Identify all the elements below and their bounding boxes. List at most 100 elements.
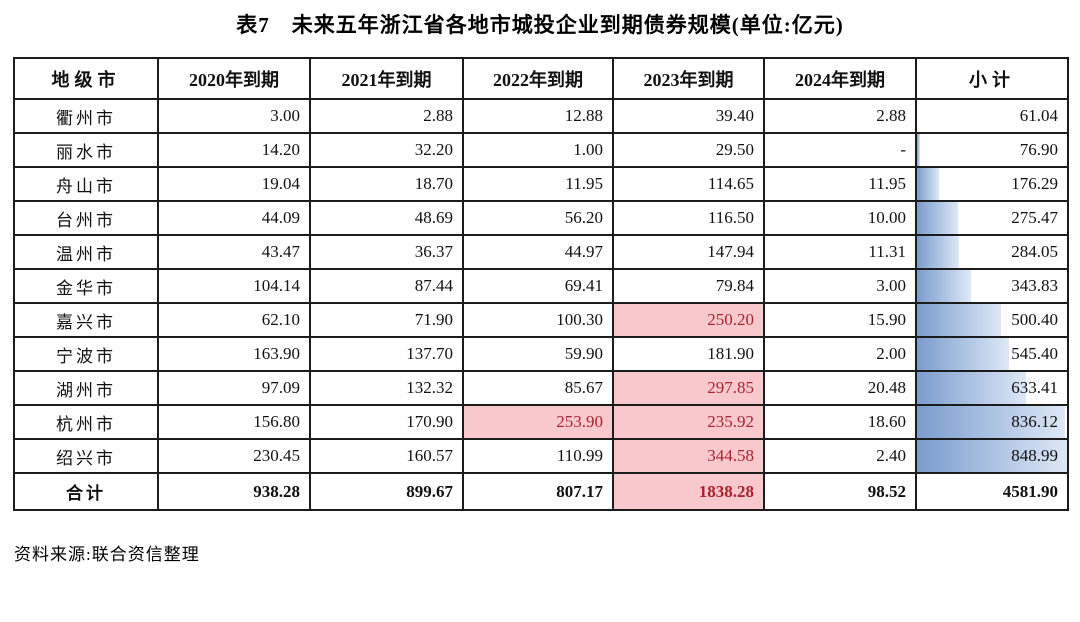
value-cell: 18.60 — [763, 404, 917, 440]
value-cell: 44.09 — [157, 200, 311, 236]
data-bar — [918, 237, 960, 267]
value-cell: 1838.28 — [612, 472, 765, 511]
column-header-0: 地级市 — [13, 57, 159, 100]
table-row: 杭州市 156.80 170.90 253.90 235.92 18.60 836.12 — [13, 404, 1069, 440]
value-cell: 116.50 — [612, 200, 765, 236]
column-header-2: 2021年到期 — [309, 57, 464, 100]
subtotal-value: 633.41 — [1011, 378, 1058, 397]
subtotal-value: 343.83 — [1011, 276, 1058, 295]
value-cell: - — [763, 132, 917, 168]
value-cell: 20.48 — [763, 370, 917, 406]
data-bar — [918, 203, 958, 233]
value-cell: 3.00 — [157, 98, 311, 134]
value-cell: 344.58 — [612, 438, 765, 474]
value-cell: 32.20 — [309, 132, 464, 168]
data-bar — [918, 135, 920, 165]
value-cell: 163.90 — [157, 336, 311, 372]
city-cell: 杭州市 — [13, 404, 159, 440]
value-cell: 104.14 — [157, 268, 311, 304]
value-cell: 59.90 — [462, 336, 614, 372]
value-cell: 12.88 — [462, 98, 614, 134]
table-row: 金华市 104.14 87.44 69.41 79.84 3.00 343.83 — [13, 268, 1069, 304]
city-cell: 合计 — [13, 472, 159, 511]
subtotal-cell: 61.04 — [915, 98, 1069, 134]
subtotal-cell: 76.90 — [915, 132, 1069, 168]
data-bar — [918, 407, 1065, 437]
value-cell: 62.10 — [157, 302, 311, 338]
value-cell: 181.90 — [612, 336, 765, 372]
total-row: 合计 938.28 899.67 807.17 1838.28 98.52 4581.90 — [13, 472, 1069, 511]
subtotal-value: 500.40 — [1011, 310, 1058, 329]
table-body: 衢州市 3.00 2.88 12.88 39.40 2.88 61.04 丽水市 14.20 32… — [13, 98, 1069, 511]
value-cell: 147.94 — [612, 234, 765, 270]
value-cell: 137.70 — [309, 336, 464, 372]
value-cell: 48.69 — [309, 200, 464, 236]
value-cell: 71.90 — [309, 302, 464, 338]
table-title: 表7 未来五年浙江省各地市城投企业到期债券规模(单位:亿元) — [236, 13, 844, 37]
value-cell: 85.67 — [462, 370, 614, 406]
city-cell: 绍兴市 — [13, 438, 159, 474]
value-cell: 29.50 — [612, 132, 765, 168]
column-header-5: 2024年到期 — [763, 57, 917, 100]
data-bar — [918, 441, 1066, 471]
subtotal-value: 275.47 — [1011, 208, 1058, 227]
subtotal-value: 61.04 — [1019, 106, 1058, 125]
value-cell: 807.17 — [462, 472, 614, 511]
value-cell: 253.90 — [462, 404, 614, 440]
subtotal-cell: 176.29 — [915, 166, 1069, 202]
column-header-4: 2023年到期 — [612, 57, 765, 100]
table-header-row: 地级市 2020年到期 2021年到期 2022年到期 2023年到期 2024年到期 小计 — [13, 57, 1069, 100]
table-row: 宁波市 163.90 137.70 59.90 181.90 2.00 545.40 — [13, 336, 1069, 372]
value-cell: 2.88 — [763, 98, 917, 134]
value-cell: 899.67 — [309, 472, 464, 511]
subtotal-cell: 4581.90 — [915, 472, 1069, 511]
column-header-6: 小计 — [915, 57, 1069, 100]
value-cell: 15.90 — [763, 302, 917, 338]
value-cell: 56.20 — [462, 200, 614, 236]
column-header-1: 2020年到期 — [157, 57, 311, 100]
subtotal-cell: 275.47 — [915, 200, 1069, 236]
value-cell: 44.97 — [462, 234, 614, 270]
table-row: 舟山市 19.04 18.70 11.95 114.65 11.95 176.29 — [13, 166, 1069, 202]
value-cell: 2.00 — [763, 336, 917, 372]
city-cell: 嘉兴市 — [13, 302, 159, 338]
value-cell: 69.41 — [462, 268, 614, 304]
value-cell: 43.47 — [157, 234, 311, 270]
value-cell: 3.00 — [763, 268, 917, 304]
value-cell: 10.00 — [763, 200, 917, 236]
subtotal-value: 848.99 — [1011, 446, 1058, 465]
value-cell: 132.32 — [309, 370, 464, 406]
data-bar — [918, 373, 1026, 403]
value-cell: 18.70 — [309, 166, 464, 202]
value-cell: 11.31 — [763, 234, 917, 270]
subtotal-value: 284.05 — [1011, 242, 1058, 261]
value-cell: 2.40 — [763, 438, 917, 474]
value-cell: 160.57 — [309, 438, 464, 474]
value-cell: 938.28 — [157, 472, 311, 511]
subtotal-cell: 836.12 — [915, 404, 1069, 440]
subtotal-cell: 633.41 — [915, 370, 1069, 406]
table-row: 衢州市 3.00 2.88 12.88 39.40 2.88 61.04 — [13, 98, 1069, 134]
city-cell: 温州市 — [13, 234, 159, 270]
table-row: 绍兴市 230.45 160.57 110.99 344.58 2.40 848.99 — [13, 438, 1069, 474]
value-cell: 100.30 — [462, 302, 614, 338]
value-cell: 87.44 — [309, 268, 464, 304]
subtotal-cell: 848.99 — [915, 438, 1069, 474]
city-cell: 台州市 — [13, 200, 159, 236]
value-cell: 297.85 — [612, 370, 765, 406]
value-cell: 250.20 — [612, 302, 765, 338]
value-cell: 79.84 — [612, 268, 765, 304]
subtotal-value: 4581.90 — [1002, 481, 1058, 501]
value-cell: 14.20 — [157, 132, 311, 168]
value-cell: 36.37 — [309, 234, 464, 270]
table-row: 台州市 44.09 48.69 56.20 116.50 10.00 275.47 — [13, 200, 1069, 236]
subtotal-cell: 284.05 — [915, 234, 1069, 270]
value-cell: 11.95 — [462, 166, 614, 202]
subtotal-cell: 343.83 — [915, 268, 1069, 304]
value-cell: 97.09 — [157, 370, 311, 406]
value-cell: 235.92 — [612, 404, 765, 440]
table-row: 湖州市 97.09 132.32 85.67 297.85 20.48 633.41 — [13, 370, 1069, 406]
city-cell: 宁波市 — [13, 336, 159, 372]
value-cell: 2.88 — [309, 98, 464, 134]
city-cell: 舟山市 — [13, 166, 159, 202]
